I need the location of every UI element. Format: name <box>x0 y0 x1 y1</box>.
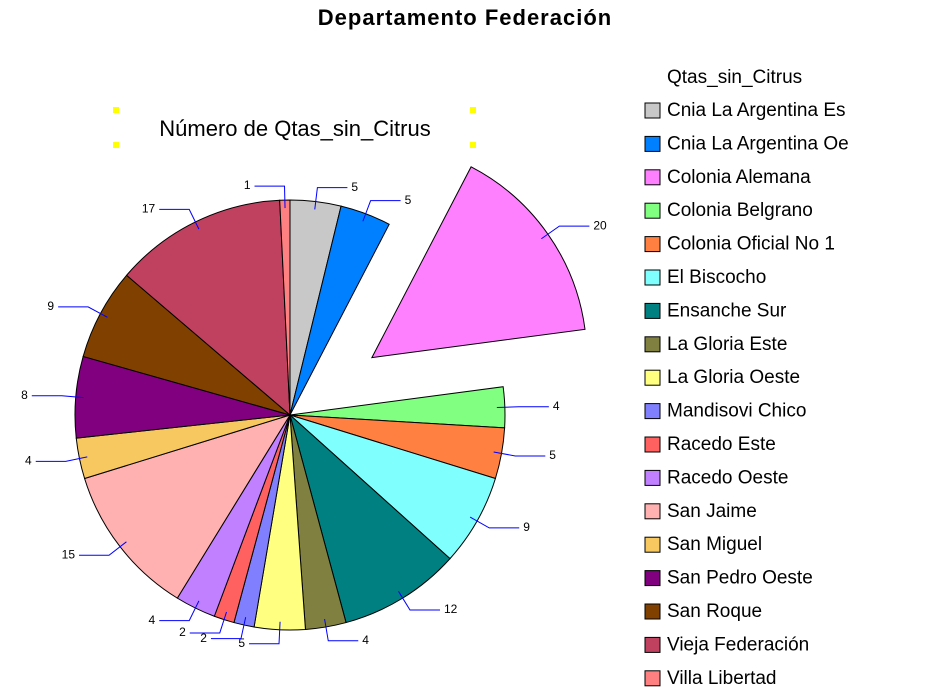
legend-label: Racedo Oeste <box>667 467 788 488</box>
legend-label: Colonia Oficial No 1 <box>667 234 835 255</box>
legend-label: Vieja Federación <box>667 634 809 655</box>
data-label: 2 <box>179 625 186 639</box>
legend-label: Colonia Alemana <box>667 167 811 188</box>
data-label: 4 <box>25 454 32 468</box>
data-label: 4 <box>149 613 156 627</box>
data-label: 5 <box>351 180 358 194</box>
leader-line <box>159 600 200 622</box>
leader-line <box>79 541 127 556</box>
leader-line <box>189 611 227 634</box>
leader-line <box>541 225 590 240</box>
data-label: 17 <box>142 202 156 216</box>
data-label: 20 <box>593 218 607 232</box>
legend-title: Qtas_sin_Citrus <box>667 67 802 88</box>
legend-label: San Roque <box>667 601 762 622</box>
leader-line <box>324 619 359 642</box>
legend-swatch <box>644 135 661 152</box>
leader-line <box>58 306 108 318</box>
leader-line <box>254 185 286 209</box>
legend-swatch <box>644 536 661 553</box>
data-label: 5 <box>549 448 556 462</box>
page-title: Departamento Federación <box>318 5 612 30</box>
legend-label: San Pedro Oeste <box>667 568 813 589</box>
leader-line <box>210 617 247 640</box>
data-label: 2 <box>200 631 207 645</box>
legend-label: Mandisovi Chico <box>667 401 806 422</box>
legend-swatch <box>644 469 661 486</box>
legend-swatch <box>644 202 661 219</box>
data-label: 8 <box>21 388 28 402</box>
legend-swatch <box>644 570 661 587</box>
leader-line <box>496 406 549 409</box>
leader-line <box>493 451 546 457</box>
legend-swatch <box>644 436 661 453</box>
leader-line <box>362 200 401 222</box>
leader-line <box>398 591 441 611</box>
legend-label: San Jaime <box>667 501 757 522</box>
legend-swatch <box>644 403 661 420</box>
legend-swatch <box>644 169 661 186</box>
legend-swatch <box>644 503 661 520</box>
data-label: 15 <box>62 547 76 561</box>
leader-line <box>249 621 281 645</box>
data-label: 9 <box>523 520 530 534</box>
data-label: 5 <box>238 636 245 650</box>
legend-swatch <box>644 369 661 386</box>
legend-swatch <box>644 269 661 286</box>
legend-label: El Biscocho <box>667 267 766 288</box>
leader-line <box>314 187 348 210</box>
leader-line <box>469 516 520 529</box>
data-label: 4 <box>553 399 560 413</box>
legend-label: Ensanche Sur <box>667 300 787 321</box>
legend-label: San Miguel <box>667 534 762 555</box>
legend-label: Cnia La Argentina Oe <box>667 133 849 154</box>
legend-label: Villa Libertad <box>667 668 777 689</box>
selection-handles <box>113 107 476 148</box>
legend-label: La Gloria Oeste <box>667 367 800 388</box>
legend-swatch <box>644 102 661 119</box>
chart-title: Número de Qtas_sin_Citrus <box>159 116 430 141</box>
legend-label: La Gloria Este <box>667 334 787 355</box>
legend-swatch <box>644 603 661 620</box>
data-label: 9 <box>47 299 54 313</box>
legend-label: Colonia Belgrano <box>667 200 813 221</box>
legend-swatch <box>644 636 661 653</box>
legend-label: Cnia La Argentina Es <box>667 100 846 121</box>
legend-swatch <box>644 670 661 687</box>
leader-line <box>31 395 84 399</box>
legend-swatch <box>644 336 661 353</box>
legend-swatch <box>644 236 661 253</box>
legend-swatch <box>644 302 661 319</box>
data-label: 1 <box>244 178 251 192</box>
data-label: 12 <box>444 602 458 616</box>
data-label: 4 <box>362 633 369 647</box>
legend-label: Racedo Este <box>667 434 776 455</box>
leader-line <box>35 456 88 462</box>
leader-line <box>159 208 200 230</box>
data-label: 5 <box>405 193 412 207</box>
